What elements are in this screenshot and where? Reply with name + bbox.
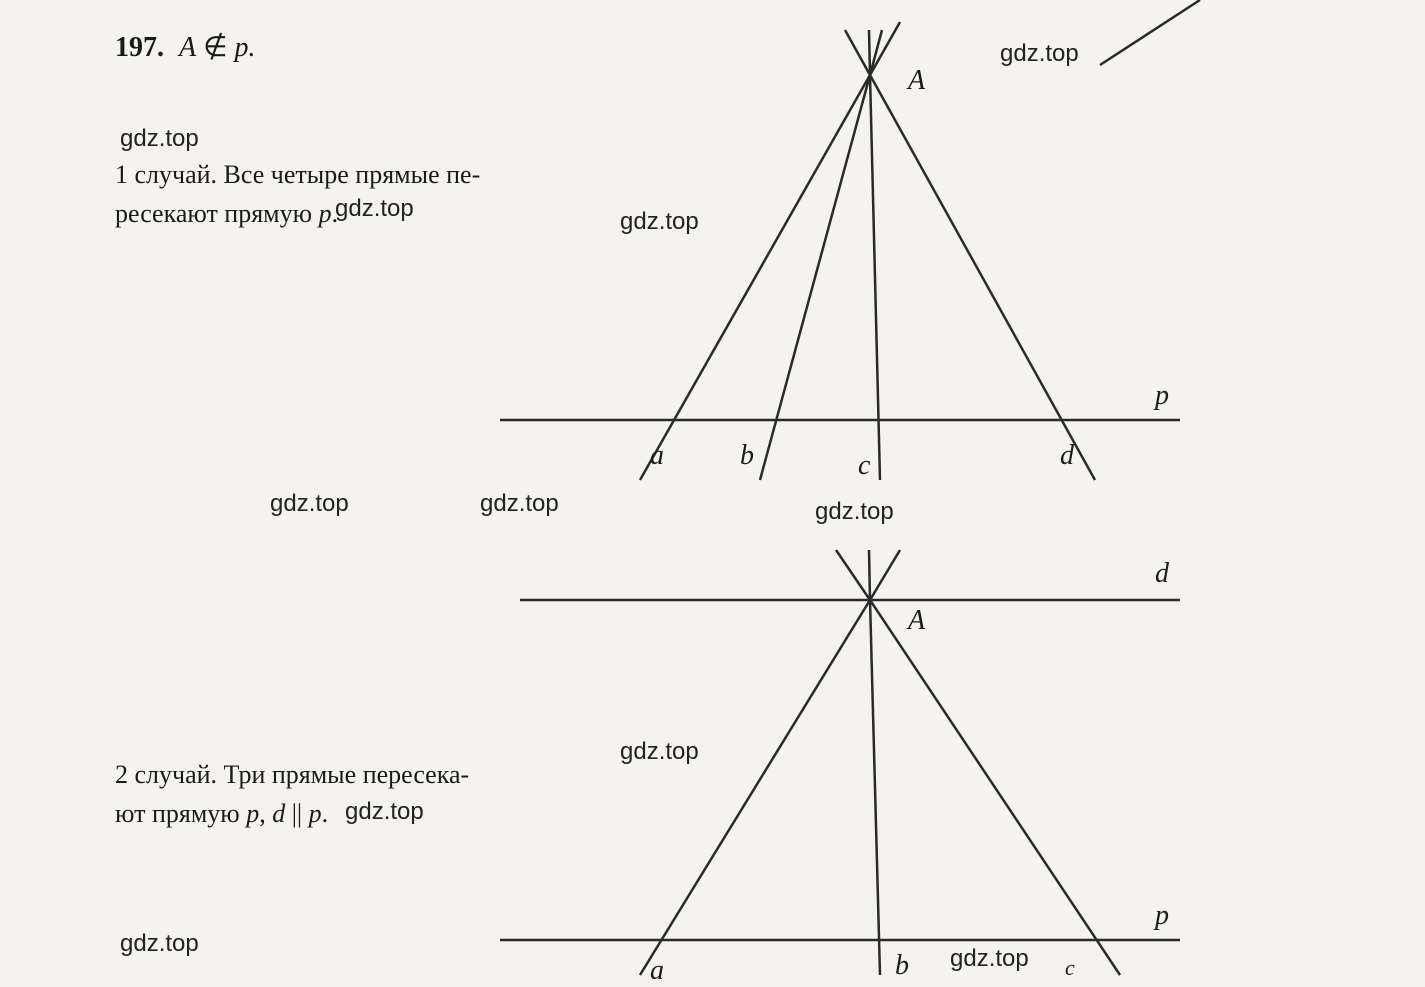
d2-label-b: b [895,950,909,982]
d2-line-b-top [869,550,870,600]
d2-label-A: A [908,605,925,637]
d2-label-a: a [650,955,664,987]
d2-label-c: c [1065,955,1075,981]
d2-line-c-top [836,550,870,600]
d2-label-d: d [1155,558,1169,590]
diagram2-svg [0,0,1425,986]
d2-line-c [870,600,1120,975]
d2-line-a [640,600,870,975]
d2-line-b [870,600,880,975]
d2-line-a-top [870,550,900,600]
d2-label-p: p [1155,900,1169,932]
